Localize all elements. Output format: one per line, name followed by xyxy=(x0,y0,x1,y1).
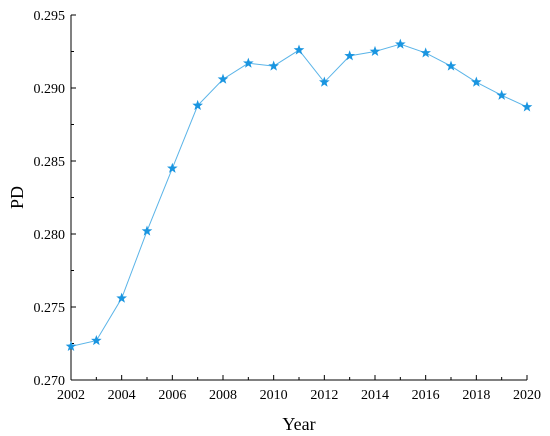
data-point-star xyxy=(420,47,431,58)
series-line xyxy=(70,43,528,347)
data-point-star xyxy=(293,44,305,55)
data-point-star xyxy=(65,340,77,351)
data-point-star xyxy=(496,89,507,100)
data-point-star xyxy=(91,334,102,346)
y-ticks: 0.270 0.275 0.280 0.285 0.290 0.295 xyxy=(34,9,76,389)
x-tick-label: 2008 xyxy=(209,388,237,403)
x-tick-label: 2006 xyxy=(158,388,186,403)
x-tick-label: 2010 xyxy=(260,388,288,403)
x-tick-label: 2004 xyxy=(108,388,136,403)
data-point-star xyxy=(369,45,381,57)
axes xyxy=(70,15,527,381)
data-point-star xyxy=(395,38,406,49)
data-point-star xyxy=(217,73,229,84)
data-point-star xyxy=(268,60,279,71)
y-tick-label: 0.270 xyxy=(34,374,66,389)
y-axis-label: PD xyxy=(7,186,27,209)
x-tick-label: 2016 xyxy=(412,388,440,403)
x-tick-label: 2002 xyxy=(57,388,85,403)
x-tick-label: 2020 xyxy=(513,388,541,403)
x-tick-label: 2018 xyxy=(462,388,490,403)
data-point-star xyxy=(116,292,127,303)
data-point-star xyxy=(243,57,254,68)
data-point-star xyxy=(445,60,457,71)
data-point-star xyxy=(521,101,533,112)
data-point-star xyxy=(167,162,178,173)
y-tick-label: 0.280 xyxy=(34,228,66,243)
x-axis-label: Year xyxy=(282,414,315,434)
x-ticks: 2002 2004 2006 2008 2010 2012 2014 2016 2018 2020 xyxy=(57,375,541,403)
y-tick-label: 0.275 xyxy=(34,301,66,316)
y-tick-label: 0.295 xyxy=(34,9,66,24)
x-tick-label: 2012 xyxy=(310,388,338,403)
x-tick-label: 2014 xyxy=(361,388,389,403)
data-point-star xyxy=(192,99,203,111)
y-tick-label: 0.285 xyxy=(34,155,66,170)
data-point-star xyxy=(319,76,330,87)
data-point-star xyxy=(471,76,482,87)
data-point-star xyxy=(141,225,153,236)
y-tick-label: 0.290 xyxy=(34,82,66,97)
series-layer xyxy=(65,38,533,351)
data-point-star xyxy=(344,50,355,61)
